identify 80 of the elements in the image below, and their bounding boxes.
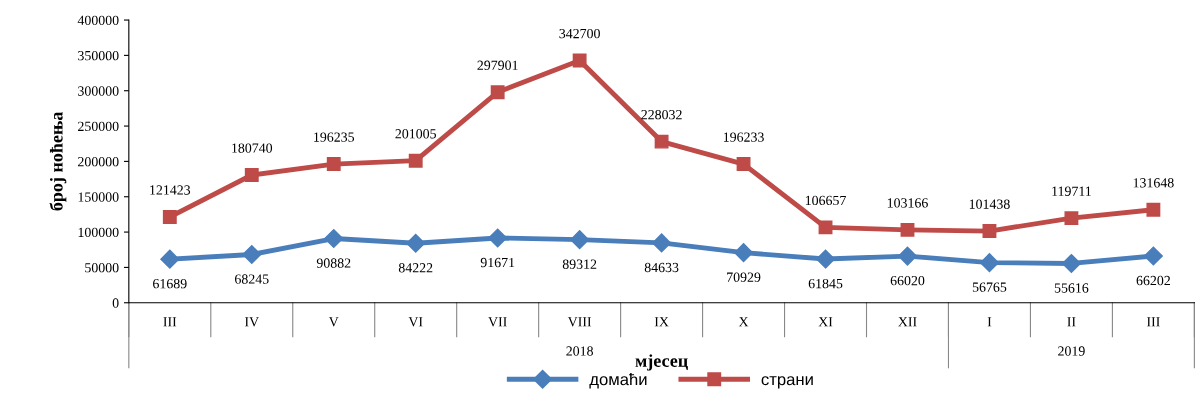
data-label: 180740	[232, 143, 273, 153]
point	[654, 134, 669, 149]
point	[734, 243, 754, 263]
data-label: 228032	[641, 109, 682, 120]
point	[1061, 253, 1081, 273]
x-tick-label: VII	[488, 317, 507, 327]
data-label: 106657	[805, 195, 846, 206]
point	[242, 244, 262, 265]
data-label: 61689	[153, 279, 187, 289]
x-tick-label: X	[738, 317, 749, 327]
data-label: 119711	[1052, 186, 1091, 196]
x-tick-label: IV	[244, 317, 259, 327]
point	[1064, 211, 1079, 226]
data-label: 101438	[969, 199, 1010, 209]
x-tick-label: III	[163, 317, 177, 327]
data-label: 66202	[1136, 275, 1170, 286]
data-label: 297901	[477, 60, 518, 70]
text: 2019	[1058, 346, 1085, 356]
legend-label: домаћи	[589, 373, 647, 389]
point	[324, 228, 344, 249]
legend-label: страни	[761, 376, 813, 389]
data-label: 84222	[398, 263, 433, 273]
data-label: 68245	[235, 274, 269, 284]
y-tick-label: 100000	[78, 227, 119, 238]
x-axis-title: мјесец	[635, 354, 688, 371]
data-label: 121423	[150, 185, 191, 195]
text: 2018	[566, 346, 593, 356]
x-tick-label: XI	[818, 317, 833, 327]
data-label: 70929	[727, 272, 761, 282]
data-label: 89312	[562, 259, 597, 269]
y-tick-label: 250000	[78, 121, 119, 132]
x-tick-label: III	[1146, 317, 1160, 327]
data-label: 196233	[723, 132, 764, 142]
y-axis-title: број ноћења	[49, 111, 67, 211]
y-tick-label: 50000	[85, 263, 119, 273]
point	[818, 220, 833, 235]
y-tick-label: 150000	[78, 192, 119, 202]
point	[815, 249, 836, 269]
x-tick-label: V	[328, 317, 339, 327]
y-tick-label: 300000	[78, 86, 119, 96]
point	[326, 157, 341, 172]
data-label: 201005	[395, 129, 436, 139]
x-tick-label: I	[987, 317, 992, 327]
data-label: 103166	[887, 198, 928, 208]
data-label: 84633	[644, 262, 679, 273]
point	[406, 233, 426, 253]
data-label: 55616	[1054, 283, 1089, 293]
point	[982, 224, 997, 239]
point	[897, 246, 918, 266]
y-tick-label: 0	[112, 298, 119, 308]
x-tick-label: IX	[654, 317, 669, 327]
y-tick-label: 200000	[78, 156, 119, 167]
point	[652, 233, 672, 253]
point	[979, 253, 999, 273]
data-label: 131648	[1133, 178, 1174, 188]
point	[160, 249, 180, 269]
point	[162, 209, 177, 224]
y-tick-label: 400000	[77, 15, 119, 26]
point	[900, 222, 915, 237]
data-label: 196235	[314, 132, 355, 142]
point	[244, 168, 259, 182]
data-label: 66020	[890, 275, 925, 286]
point	[1143, 246, 1163, 266]
y-tick-label: 350000	[78, 50, 119, 61]
data-label: 90882	[316, 258, 351, 268]
x-tick-label: II	[1067, 317, 1076, 327]
point	[570, 230, 590, 250]
point	[572, 53, 587, 68]
x-tick-label: XII	[898, 317, 917, 327]
point	[408, 153, 423, 168]
data-label: 56765	[972, 282, 1007, 292]
x-tick-label: VIII	[567, 317, 592, 327]
x-tick-label: VI	[408, 317, 423, 327]
point	[490, 85, 505, 100]
data-label: 91671	[480, 257, 515, 268]
data-label: 342700	[559, 28, 600, 39]
point	[1146, 202, 1161, 217]
point	[736, 157, 751, 172]
data-label: 61845	[808, 278, 843, 289]
point	[488, 228, 508, 248]
